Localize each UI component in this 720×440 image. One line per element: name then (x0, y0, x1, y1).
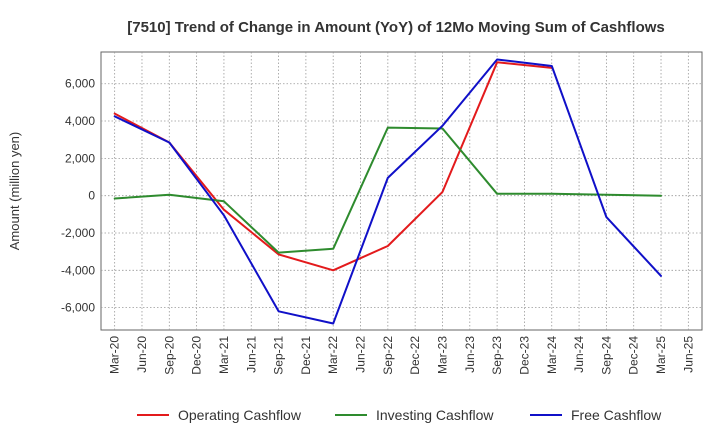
x-tick-label: Sep-22 (381, 336, 395, 375)
x-tick-label: Sep-24 (599, 336, 613, 375)
legend-label: Operating Cashflow (178, 407, 302, 423)
y-tick-label: 0 (88, 189, 95, 203)
x-tick-label: Jun-25 (681, 336, 695, 373)
x-tick-label: Mar-24 (545, 336, 559, 374)
y-axis-label: Amount (million yen) (7, 132, 22, 251)
x-tick-label: Jun-21 (244, 336, 258, 373)
x-tick-label: Jun-22 (354, 336, 368, 373)
series-lines (113, 58, 662, 325)
legend-label: Investing Cashflow (376, 407, 494, 423)
x-tick-label: Jun-23 (463, 336, 477, 373)
x-tick-label: Dec-20 (190, 336, 204, 375)
plot-area (100, 51, 703, 331)
y-tick-label: -2,000 (61, 226, 95, 240)
series-line-operating-cashflow (113, 61, 553, 272)
x-tick-label: Dec-24 (627, 336, 641, 375)
x-tick-label: Mar-21 (217, 336, 231, 374)
x-tick-label: Jun-24 (572, 336, 586, 373)
chart-title: [7510] Trend of Change in Amount (YoY) o… (127, 19, 665, 36)
series-line-free-cashflow (113, 58, 662, 325)
y-tick-label: 4,000 (65, 114, 95, 128)
x-tick-label: Mar-22 (326, 336, 340, 374)
y-tick-label: -4,000 (61, 263, 95, 277)
x-tick-label: Dec-23 (517, 336, 531, 375)
x-axis-ticks: Mar-20 Jun-20 Sep-20 Dec-20 Mar-21 Jun-21 Sep-… (108, 336, 696, 375)
series-line-investing-cashflow (113, 126, 662, 254)
x-tick-label: Dec-22 (408, 336, 422, 375)
y-axis-ticks: -6,000 -4,000 -2,000 0 2,000 4,000 6,000 (61, 77, 95, 315)
x-tick-label: Sep-23 (490, 336, 504, 375)
y-tick-label: -6,000 (61, 301, 95, 315)
x-tick-label: Mar-20 (108, 336, 122, 374)
x-tick-label: Mar-25 (654, 336, 668, 374)
x-tick-label: Dec-21 (299, 336, 313, 375)
x-tick-label: Jun-20 (135, 336, 149, 373)
x-tick-label: Mar-23 (435, 336, 449, 374)
x-tick-label: Sep-20 (162, 336, 176, 375)
legend-label: Free Cashflow (571, 407, 662, 423)
y-tick-label: 2,000 (65, 151, 95, 165)
grid-lines (101, 52, 702, 330)
x-tick-label: Sep-21 (272, 336, 286, 375)
legend: Operating Cashflow Investing Cashflow Free… (137, 407, 662, 423)
y-tick-label: 6,000 (65, 77, 95, 91)
